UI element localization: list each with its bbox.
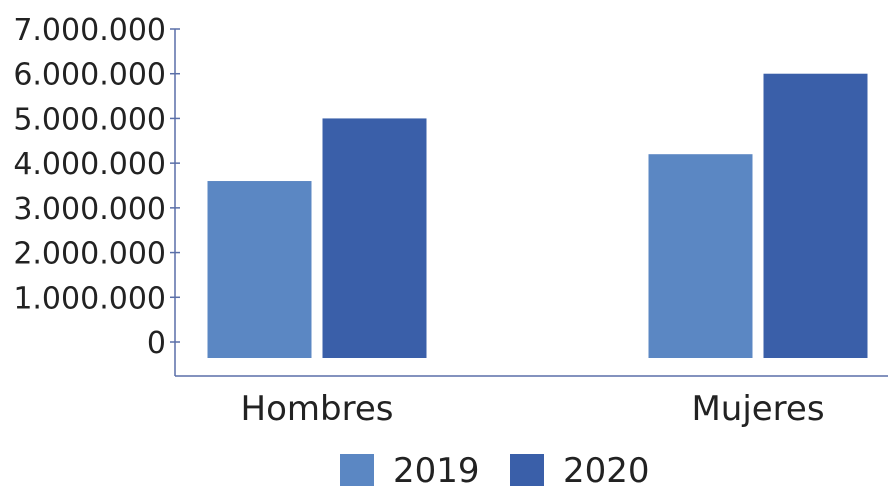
y-tick-label: 1.000.000: [13, 281, 166, 316]
y-tick-label: 0: [147, 326, 166, 361]
bars: [207, 73, 868, 358]
legend: 2019 2020: [340, 451, 650, 486]
y-tick-label: 4.000.000: [13, 147, 166, 182]
x-category-label: Mujeres: [691, 389, 824, 429]
bar-2019-mujeres: [648, 154, 753, 358]
category-labels: Hombres Mujeres: [241, 389, 825, 429]
y-tick-label: 5.000.000: [13, 102, 166, 137]
legend-label-2020: 2020: [563, 451, 650, 486]
bar-2020-hombres: [322, 118, 427, 358]
bar-2020-mujeres: [763, 73, 868, 358]
y-tick-label: 7.000.000: [13, 13, 166, 48]
y-tick-label: 3.000.000: [13, 192, 166, 227]
y-tick-label: 6.000.000: [13, 58, 166, 93]
bar-2019-hombres: [207, 181, 312, 358]
legend-swatch-2019: [340, 454, 374, 486]
legend-swatch-2020: [510, 454, 544, 486]
y-tick-label: 2.000.000: [13, 237, 166, 272]
legend-label-2019: 2019: [393, 451, 480, 486]
x-category-label: Hombres: [241, 389, 394, 429]
y-axis: 0 1.000.000 2.000.000 3.000.000 4.000.000 5.0…: [13, 13, 180, 376]
